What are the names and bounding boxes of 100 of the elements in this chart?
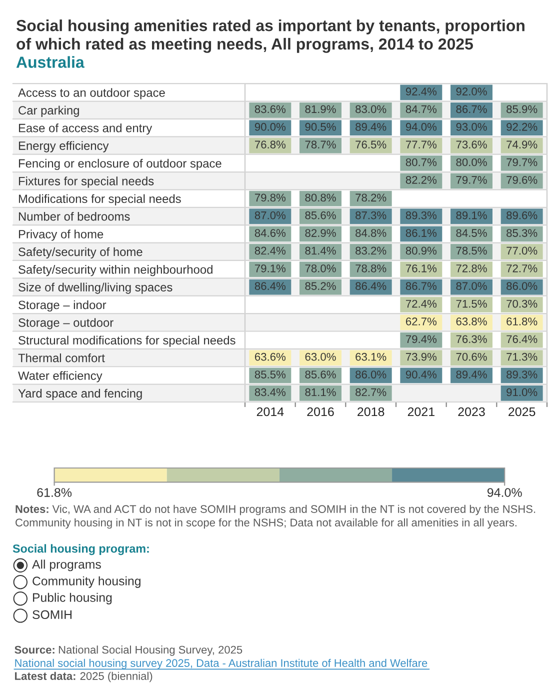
data-label: 62.7% <box>406 318 437 326</box>
data-label: 87.3% <box>356 211 386 220</box>
data-label: 93.0% <box>456 122 487 131</box>
data-label: 76.4% <box>506 335 538 344</box>
data-label: 89.4% <box>456 370 487 378</box>
data-label: 92.2% <box>506 122 538 131</box>
data-label: 86.4% <box>356 282 386 290</box>
data-label: 86.4% <box>254 282 286 290</box>
data-label: 90.5% <box>305 122 336 131</box>
y-tick-label: Ease of access and entry <box>18 123 152 135</box>
y-tick-label: Access to an outdoor space <box>18 88 165 100</box>
data-label: 77.0% <box>506 246 538 255</box>
text: Social housing program: <box>12 544 149 556</box>
data-label: 84.5% <box>456 229 487 237</box>
x-tick-label: 2014 <box>256 407 284 416</box>
data-label: 79.6% <box>506 176 538 184</box>
data-label: 72.4% <box>406 300 437 308</box>
data-label: 85.6% <box>305 211 336 220</box>
x-tick-label: 2016 <box>307 407 334 416</box>
data-label: 84.6% <box>254 229 286 237</box>
color-bar-label: 61.8% <box>37 488 72 497</box>
data-label: 81.4% <box>305 246 336 255</box>
data-label: 82.4% <box>254 246 286 255</box>
data-label: 80.0% <box>456 158 487 166</box>
data-label: 89.3% <box>406 211 437 220</box>
data-label: 78.2% <box>356 194 386 202</box>
data-label: 92.4% <box>406 88 437 96</box>
data-label: 92.0% <box>456 88 487 96</box>
data-label: 61.8% <box>506 318 538 326</box>
data-label: 78.0% <box>305 264 336 272</box>
data-label: 86.7% <box>456 105 487 114</box>
data-label: 78.7% <box>305 140 336 148</box>
data-label: 81.1% <box>305 388 336 396</box>
data-label: 91.0% <box>506 388 538 396</box>
data-label: 72.7% <box>506 264 538 272</box>
text: Community housing <box>32 576 140 588</box>
y-tick-label: Water efficiency <box>18 371 102 382</box>
data-label: 78.5% <box>456 246 487 255</box>
data-label: 79.7% <box>456 176 487 184</box>
y-tick-label: Structural modifications for special needs <box>18 336 236 347</box>
data-label: 82.7% <box>356 388 386 396</box>
data-label: 80.8% <box>305 194 336 202</box>
data-label: 63.0% <box>305 352 336 361</box>
data-label: 86.7% <box>406 282 437 290</box>
text: Notes: Vic, WA and ACT do not have SOMIH programs and SOMIH in the NT is not covered by the NSHS. Community housing in NT is not in scope for the NSHS; Data not available for all amenities in all years. <box>16 504 536 529</box>
text: SOMIH <box>32 610 72 620</box>
data-label: 87.0% <box>456 282 487 290</box>
y-tick-label: Energy efficiency <box>18 141 109 152</box>
source-note: Source: National Social Housing Survey, 2025 <box>14 646 242 656</box>
data-label: 83.2% <box>356 246 386 255</box>
data-label: 84.8% <box>356 229 386 237</box>
y-tick-label: Safety/security of home <box>18 247 142 258</box>
data-label: 85.9% <box>506 105 538 114</box>
data-label: 77.7% <box>406 140 437 148</box>
x-tick-label: 2018 <box>358 407 384 416</box>
data-label: 76.5% <box>356 140 386 148</box>
data-label: 71.5% <box>456 300 487 308</box>
data-label: 80.9% <box>406 246 437 255</box>
data-label: 87.0% <box>254 211 286 220</box>
data-label: 86.0% <box>506 282 538 290</box>
y-tick-label: Storage – indoor <box>18 300 106 312</box>
y-tick-label: Safety/security within neighbourhood <box>18 265 212 276</box>
data-label: 70.3% <box>506 300 538 308</box>
data-label: 89.1% <box>456 211 487 220</box>
x-tick-label: 2021 <box>408 407 434 416</box>
text: Public housing <box>33 592 112 604</box>
data-label: 81.9% <box>305 105 336 114</box>
data-label: 72.8% <box>456 264 487 272</box>
data-label: 85.3% <box>506 229 538 237</box>
text: Latest data: 2025 (biennial) <box>15 672 152 682</box>
data-label: 89.3% <box>506 370 538 378</box>
data-label: 73.9% <box>406 352 437 361</box>
data-label: 85.2% <box>305 282 336 290</box>
y-tick-label: Car parking <box>18 106 79 117</box>
y-tick-label: Privacy of home <box>18 230 104 241</box>
data-label: 90.4% <box>406 370 437 378</box>
data-label: 79.4% <box>406 335 437 344</box>
data-label: 70.6% <box>456 352 487 361</box>
data-label: 63.6% <box>254 352 286 361</box>
y-tick-label: Size of dwelling/living spaces <box>18 282 172 294</box>
x-tick-label: 2023 <box>458 407 485 416</box>
data-label: 82.9% <box>305 229 336 237</box>
y-tick-label: Thermal comfort <box>18 353 105 362</box>
data-label: 89.4% <box>356 122 386 131</box>
text: National social housing survey 2025, Data - Australian Institute of Health and Welfare <box>15 658 428 670</box>
x-tick-label: 2025 <box>508 407 536 416</box>
data-label: 90.0% <box>254 122 286 131</box>
data-label: 94.0% <box>406 122 437 131</box>
data-label: 83.6% <box>254 105 286 114</box>
data-label: 73.6% <box>456 140 487 148</box>
chart-title: Social housing amenities rated as important by tenants, proportion of which rated as meeting needs, All programs, 2014 to 2025 <box>16 20 524 53</box>
text: All programs <box>32 560 101 572</box>
data-label: 74.9% <box>506 140 538 148</box>
y-tick-label: Storage – outdoor <box>18 318 114 330</box>
data-label: 76.3% <box>456 335 487 344</box>
text: Australia <box>16 56 84 68</box>
data-label: 85.6% <box>305 370 336 378</box>
data-label: 78.8% <box>356 264 386 272</box>
data-label: 83.0% <box>356 105 386 114</box>
data-label: 85.5% <box>254 370 286 378</box>
